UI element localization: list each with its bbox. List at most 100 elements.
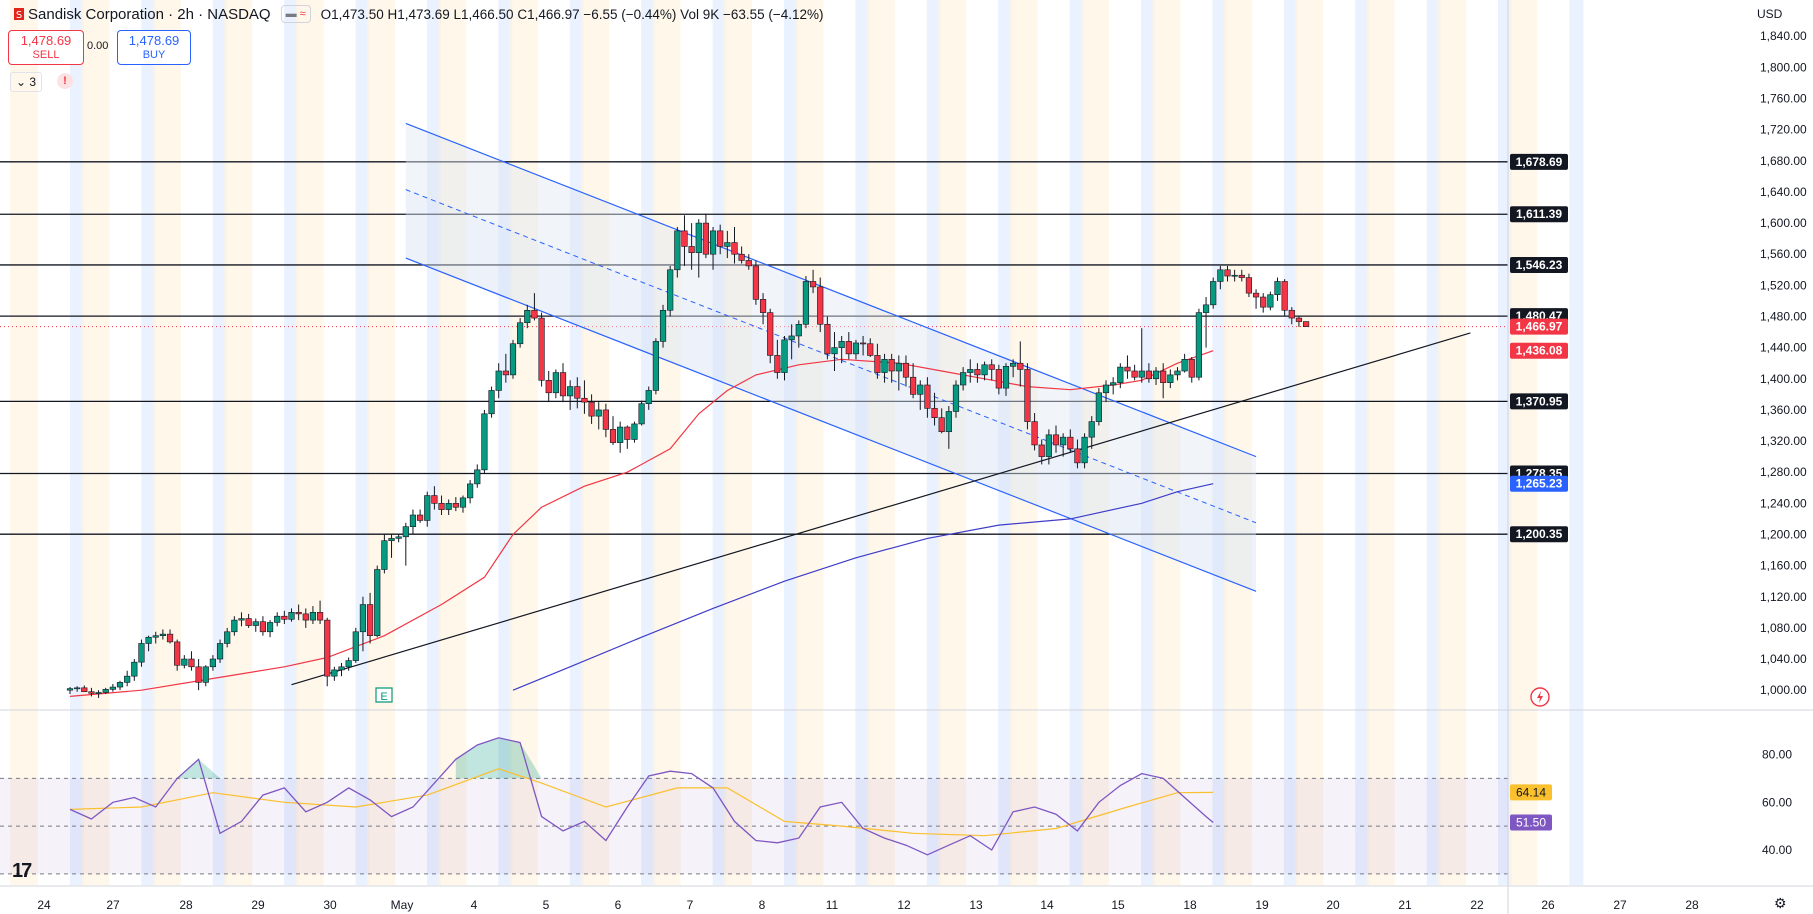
rsi-tick-label: 80.00 [1762,748,1792,762]
candle [795,320,802,348]
candle [988,359,995,381]
indicators-count: 3 [29,75,37,89]
candle-body [967,369,974,373]
session-band-afterhours [712,0,727,885]
candle-body [538,317,545,381]
candle [1252,289,1260,309]
candle-body [1217,269,1224,282]
candle-body [152,635,159,638]
candle [188,651,195,671]
channel-upper-line [405,122,1257,458]
level-price-label: 1,546.23 [1516,258,1563,272]
price-tick-label: 1,000.00 [1760,683,1807,697]
candle-body [1281,281,1288,311]
candle [252,618,259,632]
chevron-down-icon: ⌄ [16,75,27,89]
candle-body [1131,370,1138,378]
candle [802,276,810,329]
ma-red-price-label-bg [1510,342,1568,359]
tradingview-logo-icon[interactable]: 17 [12,860,32,882]
indicators-toggle[interactable]: ⌄ 3 [10,72,43,92]
price-tick-label: 1,040.00 [1760,652,1807,666]
candle [652,338,659,395]
level-price-label-bg [1510,256,1568,273]
candle-body [1167,374,1174,383]
regression-channel[interactable] [291,122,1471,686]
candle [231,616,238,636]
candle-body [302,613,309,621]
candle-body [467,483,474,499]
candle [1267,291,1274,311]
candle-body [981,364,988,376]
time-axis-label: 21 [1398,898,1412,912]
candle [224,627,231,648]
session-band-afterhours [1569,0,1584,885]
candle-body [488,390,495,415]
candle [324,617,331,687]
candle [474,464,481,488]
currency-label[interactable]: USD [1757,7,1783,21]
session-band-afterhours [1355,0,1370,885]
symbol-title[interactable]: Sandisk Corporation · 2h · NASDAQ [28,5,271,23]
candle [459,495,467,513]
candle-body [1252,292,1260,298]
candle-body [124,675,131,683]
candle [152,631,159,644]
candle [1052,425,1060,453]
candle [631,421,638,443]
candle [81,685,88,693]
session-band-afterhours [1283,0,1298,885]
candle [1131,364,1138,381]
candle [981,361,988,381]
candle-body [259,621,267,633]
candle-body [1295,317,1303,322]
time-axis-label: 20 [1326,898,1340,912]
header-eye-toggle[interactable]: ▬ ≈ [280,5,311,23]
settings-gear-icon[interactable]: ⚙ [1774,895,1787,911]
candle-body [795,323,802,337]
candle-body [638,403,645,425]
candle-body [1267,294,1274,308]
moving-averages [69,350,1214,697]
candle-body [1088,421,1095,438]
candle [745,254,752,270]
candle [902,355,910,387]
warning-icon[interactable]: ! [57,73,73,89]
buy-button[interactable]: 1,478.69 BUY [117,30,191,65]
candle-body [960,372,967,386]
level-price-label: 1,370.95 [1516,394,1563,408]
candle [88,687,95,697]
candle-body [881,359,888,373]
candle-body [1110,382,1117,386]
ohlc-values: O1,473.50 H1,473.69 L1,466.50 C1,466.97 … [320,6,824,22]
candle-body [895,362,902,372]
rsi-tick-label: 40.00 [1762,843,1792,857]
candle [1245,273,1253,298]
price-tick-label: 1,480.00 [1760,310,1807,324]
candle [1110,377,1117,395]
candle [1145,363,1152,383]
candle [531,293,538,321]
price-tick-label: 1,800.00 [1760,60,1807,74]
rsi-line [69,737,1214,856]
candle [1045,429,1052,465]
session-band-premarket [1509,0,1538,885]
candle-body [1060,436,1067,446]
candle-body [931,408,938,419]
sell-button[interactable]: 1,478.69 SELL [8,30,84,65]
candle-body [1031,421,1038,446]
candle-body [1210,281,1217,306]
svg-text:E: E [380,691,387,703]
candle [545,370,552,403]
time-axis-label: 26 [1541,898,1555,912]
candle-body [495,370,502,391]
candle [481,409,488,474]
session-band-afterhours [926,0,941,885]
candle-body [274,615,281,623]
time-axis[interactable]: 24 27 28 29 30 May 4 5 6 7 8 11 12 13 14 15 18 19 20 21 22 26… [37,898,1699,912]
horizontal-levels[interactable] [0,161,1508,535]
candle-body [874,355,881,373]
candle [667,265,674,317]
